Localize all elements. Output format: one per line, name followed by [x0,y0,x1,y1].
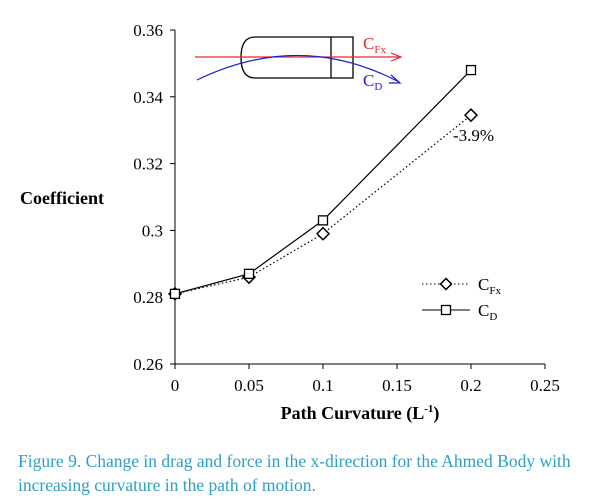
y-tick-label: 0.34 [133,88,163,107]
y-tick-label: 0.26 [133,355,163,374]
series-line-cfx [174,114,472,295]
data-point-cfx [463,108,479,123]
series-layer [167,64,479,301]
y-tick-label: 0.3 [142,221,163,240]
data-point-cd [243,268,255,279]
legend: CFx CD [422,275,501,323]
cd-arrow [196,54,400,83]
cd-arrowhead [389,74,402,84]
x-tick-label: 0.25 [530,376,560,395]
y-tick-label: 0.36 [133,21,163,40]
y-axis-ticks: 0.26 0.28 0.3 0.32 0.34 0.36 [133,21,175,374]
legend-marker-cd [440,304,452,316]
x-axis-title: Path Curvature (L-1) [281,403,440,424]
legend-label-cd: CD [478,301,497,323]
x-tick-label: 0 [171,376,180,395]
inset-label-cfx: CFx [363,34,386,56]
ahmed-body-diagram: CFx CD [195,34,403,93]
x-tick-label: 0.15 [382,376,412,395]
legend-entry-cfx: CFx [422,275,501,297]
x-tick-label: 0.1 [312,376,333,395]
data-point-cd [465,64,477,76]
data-point-cfx [315,226,331,241]
inset-label-cd: CD [363,71,382,93]
cfx-arrowhead [390,52,403,62]
x-tick-label: 0.2 [460,376,481,395]
legend-label-cfx: CFx [478,275,501,297]
coefficient-chart: 0.260.280.30.320.340.36 0 0.05 0.1 0.15 0.2 0… [20,21,560,424]
x-axis-ticks: 0 0.05 0.1 0.15 0.2 0.25 [171,364,560,395]
figure-caption: Figure 9. Change in drag and force in th… [18,451,571,495]
legend-marker-cfx [439,277,453,291]
data-point-cd [169,288,181,300]
data-point-cd [317,215,329,226]
series-line-cd [174,69,472,295]
y-tick-label: 0.28 [133,288,163,307]
reduction-annotation: -3.9% [453,126,494,145]
x-tick-label: 0.05 [234,376,264,395]
legend-entry-cd: CD [422,301,497,323]
y-tick-label: 0.32 [133,155,163,174]
y-axis-title: Coefficient [20,188,104,208]
